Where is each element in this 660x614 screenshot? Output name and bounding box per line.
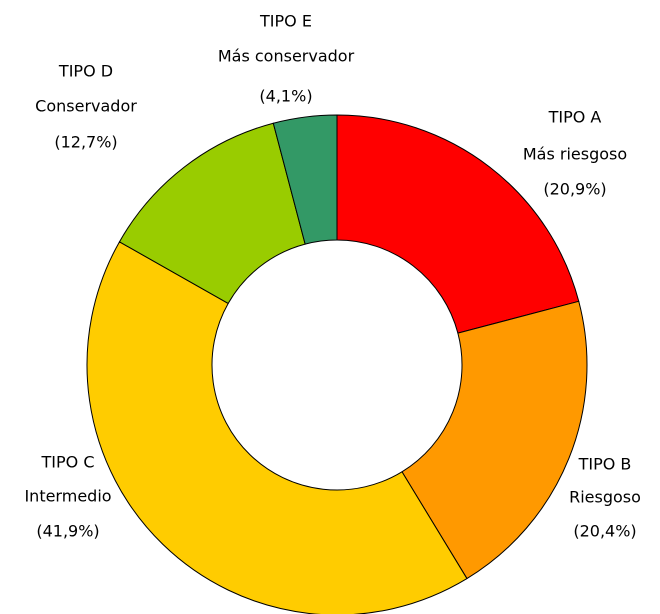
donut-segment [401,300,588,580]
segment-description: Intermedio [24,487,111,506]
segment-category: TIPO C [41,453,95,472]
donut-segment [336,114,580,334]
segment-value-label: (4,1%) [259,87,312,106]
segment-description: Riesgoso [569,488,641,507]
segment-value-label: (20,4%) [573,522,636,541]
segment-description: Más riesgoso [523,145,627,164]
segment-value-label: (20,9%) [543,180,606,199]
segment-description: Conservador [35,97,137,116]
segment-value-label: (12,7%) [54,133,117,152]
segment-category: TIPO E [259,12,312,31]
segment-category: TIPO A [548,108,602,127]
donut-segment [272,114,338,245]
donut-segment [118,122,306,305]
segment-value-label: (41,9%) [36,522,99,541]
donut-segment [86,241,468,614]
segment-category: TIPO D [58,62,113,81]
segment-description: Más conservador [218,47,355,66]
segment-category: TIPO B [578,455,632,474]
